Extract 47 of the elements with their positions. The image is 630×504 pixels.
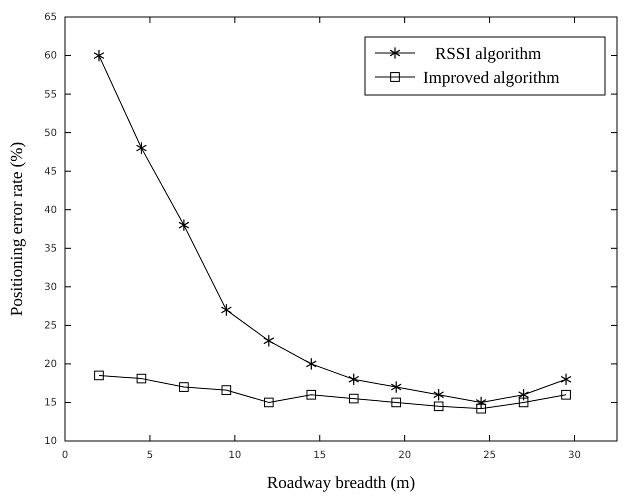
- y-axis-title: Positioning error rate (%): [7, 142, 26, 316]
- point: [561, 390, 571, 400]
- point: [306, 358, 317, 370]
- y-tick-label: 35: [44, 243, 57, 254]
- y-tick-label: 55: [44, 89, 57, 100]
- point: [348, 373, 360, 386]
- y-tick-label: 40: [44, 204, 57, 216]
- point: [476, 396, 487, 409]
- y-tick-label: 45: [44, 166, 57, 178]
- x-tick-label: 0: [62, 450, 68, 462]
- point: [263, 334, 274, 348]
- point: [306, 390, 316, 400]
- point: [476, 404, 486, 414]
- x-tick-label: 25: [483, 450, 496, 462]
- point: [94, 370, 104, 380]
- point: [220, 304, 232, 316]
- point: [560, 373, 572, 386]
- point: [518, 388, 530, 402]
- point: [179, 382, 189, 392]
- point: [518, 398, 528, 408]
- point: [222, 385, 232, 395]
- point: [136, 374, 146, 384]
- y-tick-label: 60: [44, 50, 57, 62]
- point: [391, 398, 402, 408]
- legend-label: Improved algorithm: [423, 68, 560, 87]
- point: [136, 142, 147, 154]
- point: [264, 398, 274, 408]
- x-tick-label: 15: [313, 450, 326, 462]
- point: [178, 218, 190, 232]
- x-axis-title: Roadway breadth (m): [266, 473, 416, 492]
- y-tick-label: 30: [44, 282, 57, 294]
- x-tick-label: 30: [568, 450, 581, 462]
- x-tick-label: 20: [398, 450, 412, 462]
- point: [433, 388, 444, 402]
- y-tick-label: 15: [44, 398, 57, 409]
- y-tick-label: 20: [44, 359, 57, 370]
- y-tick-label: 10: [44, 436, 57, 448]
- y-tick-label: 25: [44, 320, 57, 332]
- y-tick-label: 65: [44, 12, 57, 24]
- x-tick-label: 5: [146, 450, 154, 462]
- legend-label: RSSI algorithm: [435, 44, 542, 63]
- point: [434, 401, 444, 412]
- point: [348, 394, 359, 404]
- y-tick-label: 50: [44, 128, 57, 139]
- point: [390, 380, 402, 394]
- point: [93, 49, 104, 62]
- x-tick-label: 10: [228, 450, 242, 462]
